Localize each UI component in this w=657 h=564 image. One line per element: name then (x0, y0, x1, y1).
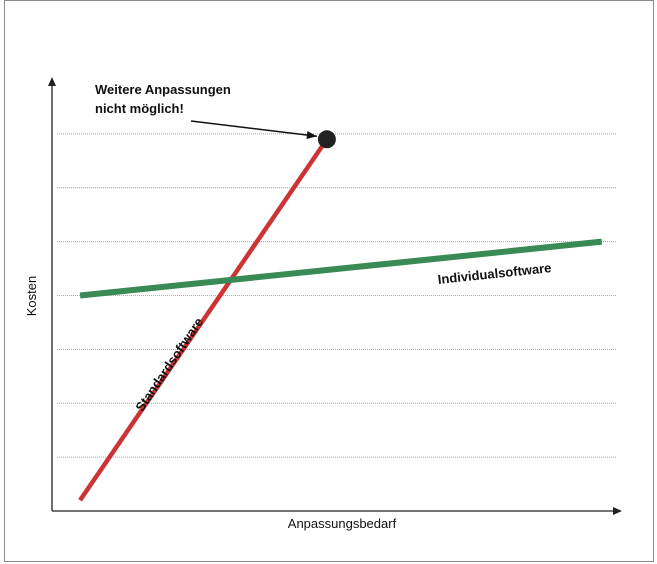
x-axis-label: Anpassungsbedarf (288, 516, 397, 531)
series-label-standardsoftware: Standardsoftware (132, 315, 206, 414)
annotation-arrowhead (306, 131, 317, 140)
grid-lines (57, 133, 617, 458)
y-axis-label: Kosten (24, 276, 39, 316)
annotation-line-2: nicht möglich! (95, 101, 184, 116)
x-axis-arrow (613, 507, 622, 515)
chart-frame: Anpassungsbedarf Kosten Weitere Anpassun… (4, 0, 654, 562)
series-label-individualsoftware: Individualsoftware (437, 260, 552, 287)
chart-svg: Anpassungsbedarf Kosten Weitere Anpassun… (24, 77, 622, 531)
endpoint-marker (317, 130, 336, 149)
annotation-line-1: Weitere Anpassungen (95, 82, 231, 97)
annotation-arrow (190, 120, 317, 138)
series-line-individualsoftware (79, 238, 603, 299)
y-axis-arrow (48, 77, 56, 86)
series-line-standardsoftware (78, 137, 329, 502)
series-group (78, 130, 603, 502)
